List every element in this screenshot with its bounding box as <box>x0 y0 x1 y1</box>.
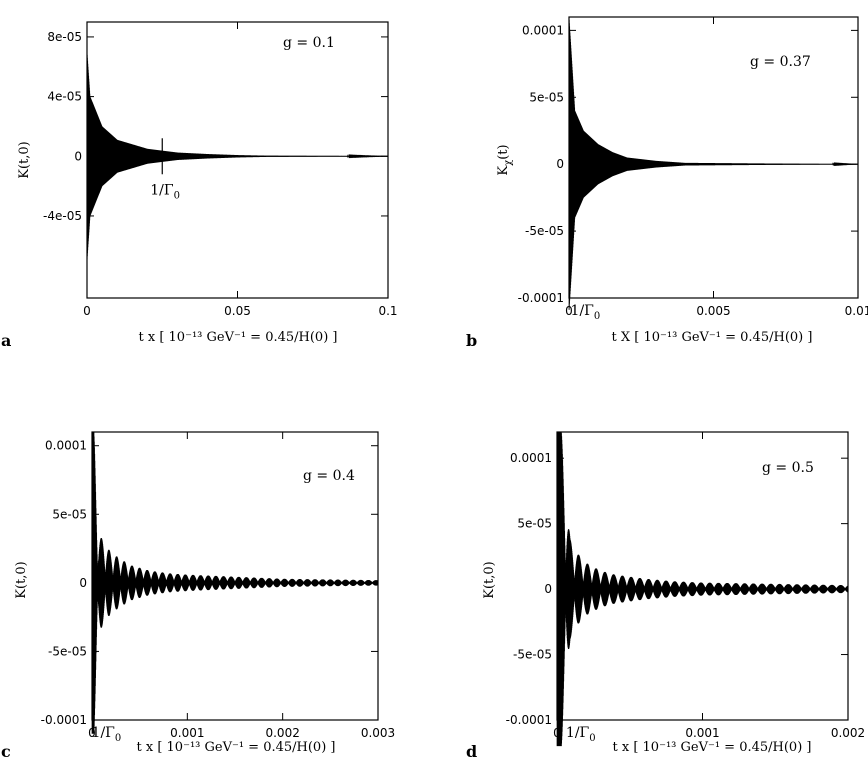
y-tick-label: 0 <box>544 582 552 596</box>
series-line <box>91 431 379 734</box>
y-tick-label: 0 <box>556 157 564 171</box>
x-tick-label: 0.002 <box>265 726 299 740</box>
x-tick-label: 0.001 <box>685 726 719 740</box>
y-tick-label: 0.0001 <box>522 23 564 37</box>
x-tick-label: 0.1 <box>378 304 397 318</box>
x-axis-label: t x [ 10⁻¹³ GeV⁻¹ = 0.45/H(0) ] <box>139 330 338 345</box>
coupling-annotation: g = 0.5 <box>762 460 814 476</box>
x-axis-label: t x [ 10⁻¹³ GeV⁻¹ = 0.45/H(0) ] <box>613 740 812 755</box>
y-tick-label: 5e-05 <box>529 90 564 104</box>
x-axis-label: t X [ 10⁻¹³ GeV⁻¹ = 0.45/H(0) ] <box>612 330 813 345</box>
series-line <box>556 431 849 747</box>
x-tick-label: 0.001 <box>170 726 204 740</box>
panel-a: 0 0.05 0.1 -4e-05 0 4e-05 8e-05 1/Γ0 g = 0.1 K(t,… <box>1 21 398 350</box>
panel-letter: b <box>466 331 477 350</box>
y-axis-label: Kχ(t) <box>496 144 514 175</box>
y-tick-label: 0.0001 <box>45 439 87 453</box>
y-tick-label: 5e-05 <box>52 507 87 521</box>
y-tick-label: 4e-05 <box>47 90 82 104</box>
panel-d: 0 0.001 0.002 -0.0001 -5e-05 0 5e-05 0.0001 1/Γ0… <box>466 431 865 761</box>
x-tick-label: 0.01 <box>845 304 868 318</box>
y-tick-label: -5e-05 <box>525 224 564 238</box>
y-tick-label: -5e-05 <box>513 648 552 662</box>
panel-letter: a <box>1 331 11 350</box>
y-tick-label: 5e-05 <box>517 517 552 531</box>
coupling-annotation: g = 0.4 <box>303 468 355 484</box>
x-tick-label: 0 <box>553 726 561 740</box>
coupling-annotation: g = 0.37 <box>750 54 811 70</box>
panel-letter: c <box>1 742 11 761</box>
x-tick-label: 0.005 <box>696 304 730 318</box>
y-tick-label: 0.0001 <box>510 451 552 465</box>
y-tick-label: -0.0001 <box>506 713 552 727</box>
x-tick-label: 0 <box>83 304 91 318</box>
y-tick-label: -0.0001 <box>41 713 87 727</box>
y-axis-label: K(t,0) <box>482 561 497 598</box>
x-axis-label: t x [ 10⁻¹³ GeV⁻¹ = 0.45/H(0) ] <box>137 740 336 755</box>
series-line <box>568 16 858 310</box>
decay-time-label: 1/Γ0 <box>150 182 180 201</box>
y-axis-label: K(t,0) <box>14 561 29 598</box>
x-tick-label: 0.05 <box>224 304 251 318</box>
decay-time-label: 1/Γ0 <box>92 725 122 744</box>
y-tick-label: 0 <box>74 149 82 163</box>
panel-b: 0 0.005 0.01 -0.0001 -5e-05 0 5e-05 0.0001 1/Γ0 g… <box>466 16 868 350</box>
y-tick-label: -0.0001 <box>518 291 564 305</box>
x-tick-label: 0 <box>565 304 573 318</box>
x-tick-label: 0.003 <box>361 726 395 740</box>
x-tick-label: 0.002 <box>831 726 865 740</box>
y-axis-label: K(t,0) <box>17 141 32 178</box>
series-line <box>86 51 388 260</box>
panel-c: 0 0.001 0.002 0.003 -0.0001 -5e-05 0 5e-05 0.000… <box>1 431 395 761</box>
y-tick-label: -5e-05 <box>48 644 87 658</box>
y-tick-label: 0 <box>79 576 87 590</box>
y-tick-label: -4e-05 <box>43 209 82 223</box>
coupling-annotation: g = 0.1 <box>283 35 335 51</box>
decay-time-label: 1/Γ0 <box>566 725 596 744</box>
x-tick-label: 0 <box>88 726 96 740</box>
panel-letter: d <box>466 742 477 761</box>
y-tick-label: 8e-05 <box>47 30 82 44</box>
decay-time-label: 1/Γ0 <box>571 303 601 322</box>
